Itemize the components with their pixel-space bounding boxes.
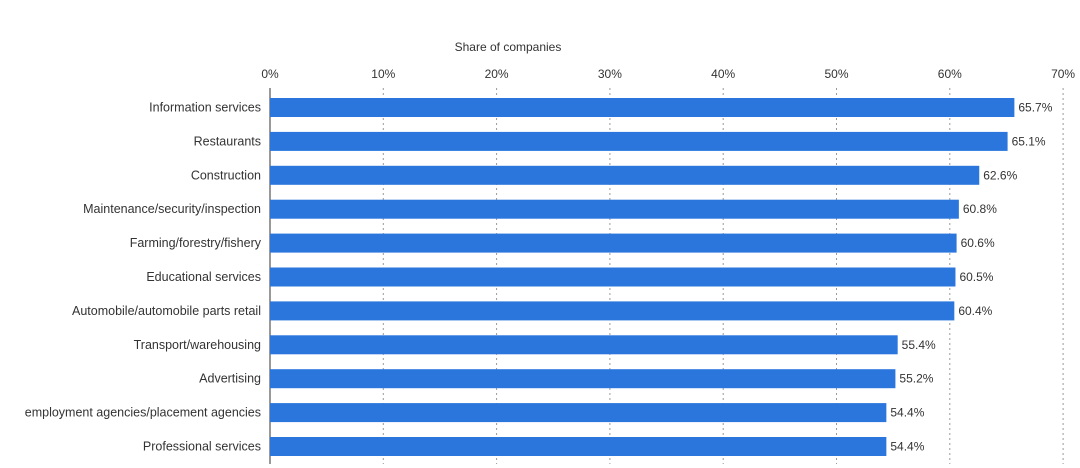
value-label: 60.6% [961,236,995,250]
value-label: 55.2% [899,372,933,386]
bar [270,301,955,321]
category-label: Farming/forestry/fishery [130,236,262,250]
bar [270,437,887,456]
bar [270,199,959,219]
bar [270,98,1015,117]
category-label: Maintenance/security/inspection [83,202,261,216]
category-label: Construction [191,168,261,182]
bar [270,369,896,389]
value-label: 65.1% [1012,134,1046,148]
bar [270,233,957,253]
value-label: 60.4% [958,304,992,318]
value-label: 54.4% [890,406,924,420]
category-label: Professional services [143,440,261,454]
x-axis-ticks: 0% 10% 20% 30% 40% 50% 60% 70% [261,67,1075,81]
category-label: Automobile/automobile parts retail [72,304,261,318]
x-tick-label: 70% [1051,67,1075,81]
x-tick-label: 20% [485,67,509,81]
value-label: 55.4% [902,338,936,352]
value-label: 54.4% [890,440,924,454]
value-label: 65.7% [1018,101,1052,115]
value-label: 60.8% [963,202,997,216]
bar [270,267,956,287]
category-label: employment agencies/placement agencies [25,406,261,420]
bar [270,165,980,185]
bars [270,98,1015,456]
value-labels: 65.7% 65.1% 62.6% 60.8% 60.6% 60.5% 60.4% 55.4%… [890,101,1052,454]
x-tick-label: 10% [371,67,395,81]
category-label: Advertising [199,372,261,386]
x-tick-label: 50% [824,67,848,81]
bar [270,403,887,423]
value-label: 62.6% [983,168,1017,182]
category-label: Transport/warehousing [134,338,261,352]
category-label: Restaurants [194,134,261,148]
category-labels: Information services Restaurants Construct… [25,101,262,454]
category-label: Educational services [146,270,261,284]
bar [270,131,1008,151]
x-tick-label: 60% [938,67,962,81]
x-tick-label: 0% [261,67,279,81]
x-tick-label: 30% [598,67,622,81]
category-label: Information services [149,101,261,115]
x-axis-title: Share of companies [455,40,562,54]
bar [270,335,898,355]
value-label: 60.5% [959,270,993,284]
x-tick-label: 40% [711,67,735,81]
